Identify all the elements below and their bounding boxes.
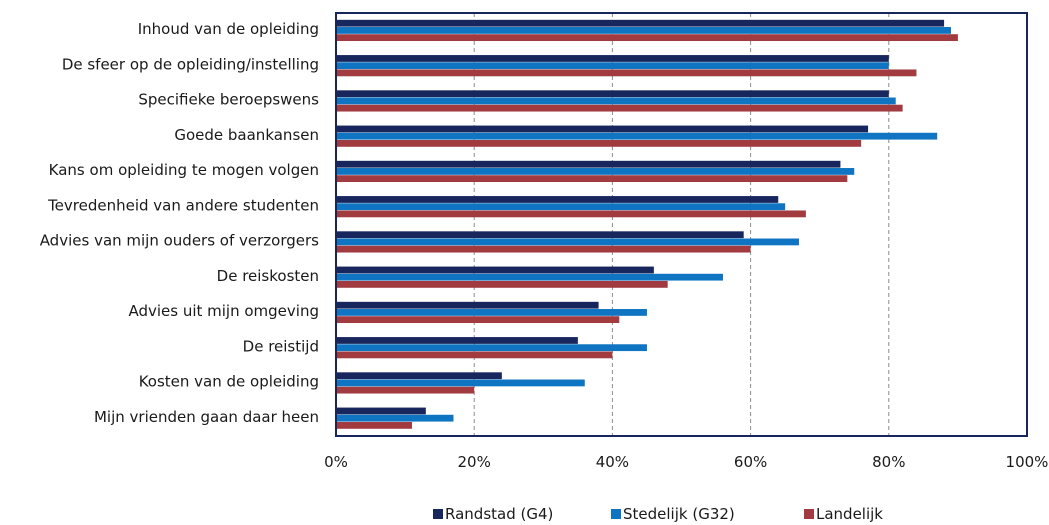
bar: [336, 27, 951, 34]
category-label: Inhoud van de opleiding: [138, 20, 319, 38]
bar: [336, 19, 945, 27]
bar: [336, 301, 599, 309]
legend-label: Randstad (G4): [445, 505, 553, 523]
bar: [336, 414, 454, 422]
bar: [336, 160, 841, 168]
bar: [336, 407, 426, 415]
legend-item: Landelijk: [804, 505, 883, 523]
bar: [336, 196, 779, 203]
bar: [336, 69, 917, 77]
bar: [336, 168, 855, 175]
bar: [336, 125, 869, 133]
bar: [336, 175, 848, 183]
bar: [336, 280, 668, 288]
category-label: De reiskosten: [217, 267, 319, 285]
category-label: De reistijd: [243, 337, 319, 355]
bar: [336, 309, 647, 316]
legend-item: Randstad (G4): [433, 505, 553, 523]
category-label: Specifieke beroepswens: [138, 91, 319, 109]
x-tick-label: 0%: [324, 453, 348, 471]
category-label: Kosten van de opleiding: [139, 373, 319, 391]
bar: [336, 104, 903, 112]
bar: [336, 379, 585, 387]
gridlines: [473, 13, 890, 436]
bar: [336, 34, 958, 42]
category-labels: Inhoud van de opleiding De sfeer op de op…: [40, 20, 319, 426]
bar: [336, 90, 889, 98]
bar: [336, 316, 620, 324]
x-tick-label: 40%: [596, 453, 629, 471]
legend-label: Stedelijk (G32): [623, 505, 735, 523]
bar: [336, 139, 862, 147]
x-tick-label: 80%: [872, 453, 905, 471]
bar: [336, 421, 413, 429]
bar: [336, 62, 889, 70]
bar: [336, 372, 502, 380]
category-label: Kans om opleiding te mogen volgen: [49, 161, 319, 179]
x-tick-label: 20%: [458, 453, 491, 471]
legend-swatch: [611, 509, 621, 519]
bar: [336, 238, 799, 246]
x-tick-labels: 0% 20% 40% 60% 80% 100%: [324, 453, 1048, 471]
bar: [336, 231, 744, 239]
bar: [336, 97, 896, 105]
bar: [336, 266, 654, 274]
bar: [336, 351, 613, 359]
category-label: Goede baankansen: [174, 126, 319, 144]
bar: [336, 344, 647, 352]
bar: [336, 203, 786, 211]
bar: [336, 245, 751, 253]
bar: [336, 132, 938, 140]
x-tick-label: 100%: [1006, 453, 1049, 471]
x-tick-label: 60%: [734, 453, 767, 471]
category-label: Tevredenheid van andere studenten: [47, 196, 319, 214]
category-label: Advies van mijn ouders of verzorgers: [40, 232, 319, 250]
bar: [336, 337, 578, 344]
legend-swatch: [433, 509, 443, 519]
bar: [336, 210, 806, 218]
category-label: De sfeer op de opleiding/instelling: [62, 55, 319, 73]
bar: [336, 386, 475, 394]
legend-label: Landelijk: [816, 505, 883, 523]
legend-item: Stedelijk (G32): [611, 505, 735, 523]
bars: [336, 19, 958, 429]
category-label: Advies uit mijn omgeving: [128, 302, 319, 320]
bar: [336, 273, 723, 281]
legend: Randstad (G4) Stedelijk (G32) Landelijk: [433, 505, 883, 523]
plot-area-frame: [335, 12, 1028, 437]
bar: [336, 55, 889, 62]
category-label: Mijn vrienden gaan daar heen: [94, 408, 319, 426]
legend-swatch: [804, 509, 814, 519]
